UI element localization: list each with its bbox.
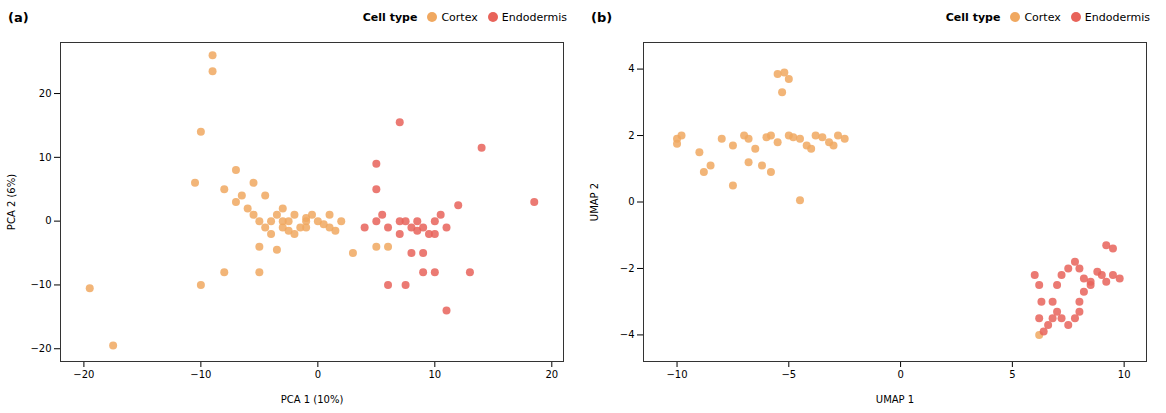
svg-text:20: 20: [39, 88, 52, 99]
svg-text:4: 4: [628, 63, 634, 74]
svg-text:−10: −10: [666, 369, 687, 380]
svg-text:PCA 2 (6%): PCA 2 (6%): [6, 174, 17, 230]
html-text:(b): (b): [591, 9, 613, 25]
html-text:Cell type: Cell type: [362, 10, 418, 24]
svg-text:−2: −2: [620, 263, 635, 274]
svg-text:2: 2: [628, 130, 634, 141]
svg-text:−5: −5: [781, 369, 796, 380]
svg-text:−10: −10: [30, 279, 51, 290]
svg-text:10: 10: [428, 369, 441, 380]
html-text:(a): (a): [8, 9, 29, 25]
svg-text:PCA 1 (10%): PCA 1 (10%): [281, 394, 344, 405]
svg-text:−4: −4: [620, 329, 635, 340]
svg-text:10: 10: [1118, 369, 1131, 380]
html-text:Cortex: Cortex: [441, 10, 478, 24]
svg-text:20: 20: [545, 369, 558, 380]
svg-text:0: 0: [897, 369, 903, 380]
svg-text:5: 5: [1009, 369, 1015, 380]
html-text:Cortex: Cortex: [1024, 10, 1061, 24]
svg-text:−20: −20: [30, 343, 51, 354]
svg-text:−10: −10: [190, 369, 211, 380]
svg-text:0: 0: [628, 196, 634, 207]
html-text:Endodermis: Endodermis: [1084, 10, 1150, 24]
svg-text:0: 0: [315, 369, 321, 380]
svg-text:UMAP 2: UMAP 2: [589, 183, 600, 221]
svg-text:0: 0: [45, 215, 51, 226]
svg-text:10: 10: [39, 152, 52, 163]
svg-text:−20: −20: [73, 369, 94, 380]
html-text:Endodermis: Endodermis: [501, 10, 567, 24]
html-text:Cell type: Cell type: [945, 10, 1001, 24]
svg-text:UMAP 1: UMAP 1: [876, 394, 914, 405]
